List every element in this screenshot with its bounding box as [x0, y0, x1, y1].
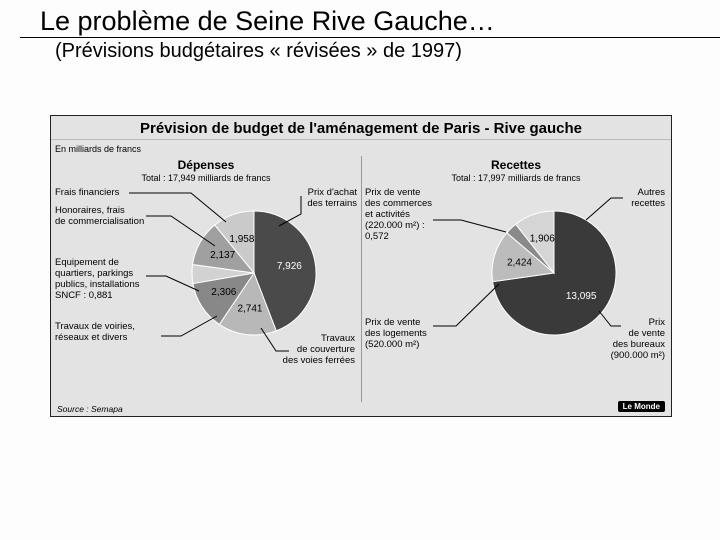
budget-figure: Prévision de budget de l'aménagement de …	[50, 115, 672, 417]
leaders-depenses	[51, 156, 361, 396]
figure-title: Prévision de budget de l'aménagement de …	[51, 116, 671, 140]
slide-title: Le problème de Seine Rive Gauche…	[20, 0, 720, 38]
panel-depenses: Dépenses Total : 17,949 milliards de fra…	[51, 156, 362, 402]
figure-source: Source : Semapa	[57, 404, 123, 414]
figure-unit: En milliards de francs	[55, 144, 141, 154]
slide-subtitle: (Prévisions budgétaires « révisées » de …	[0, 38, 720, 71]
leaders-recettes	[361, 156, 671, 396]
figure-logo: Le Monde	[618, 401, 665, 412]
panel-recettes: Recettes Total : 17,997 milliards de fra…	[361, 156, 671, 402]
